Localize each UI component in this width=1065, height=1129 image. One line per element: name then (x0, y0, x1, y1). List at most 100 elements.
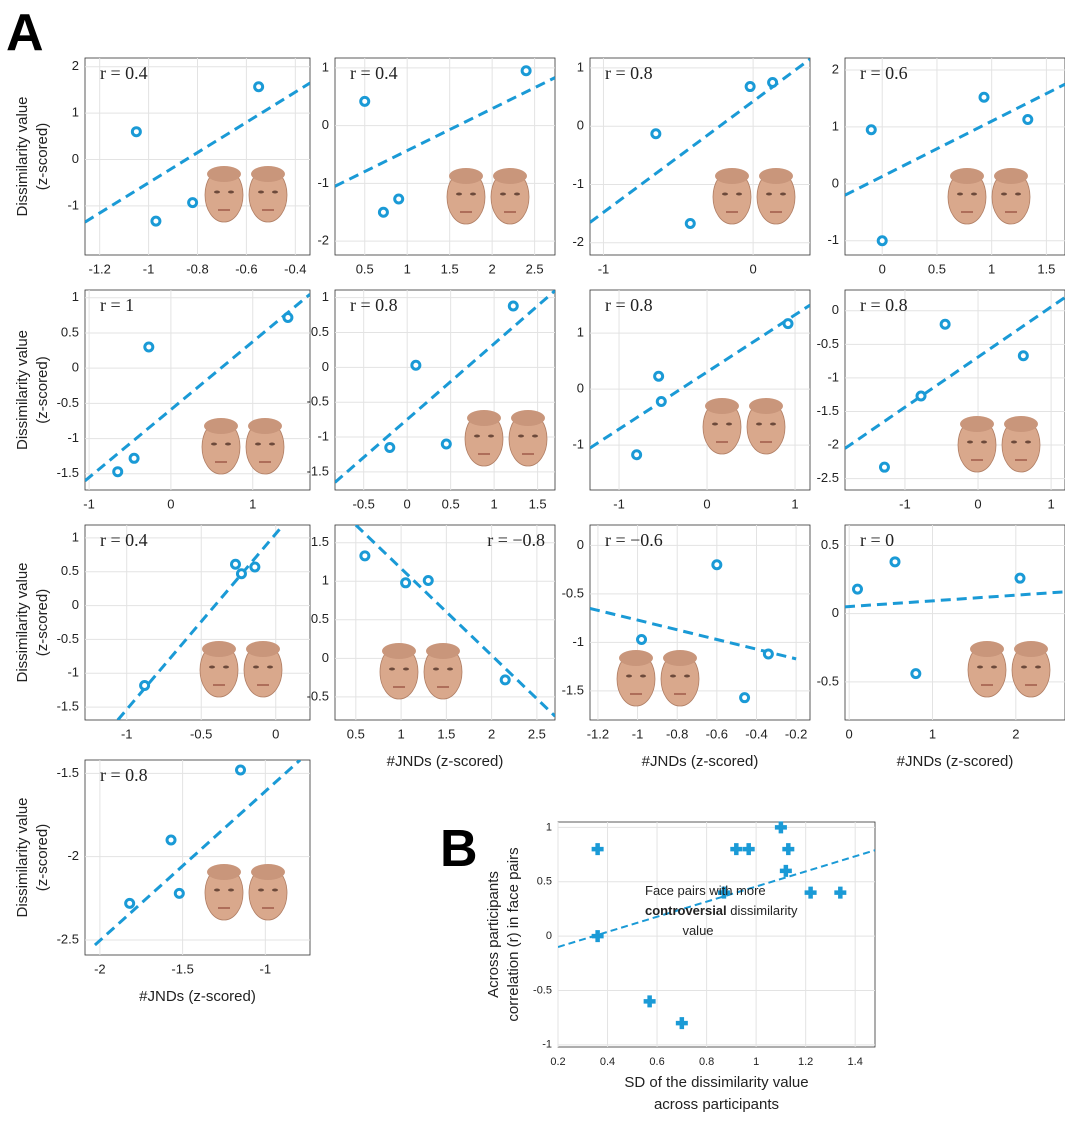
y-tick-label: 0.5 (61, 324, 79, 339)
fit-line (590, 303, 810, 450)
face-eye (253, 665, 259, 669)
point (653, 370, 665, 382)
face-eye (518, 434, 524, 438)
x-tick-label: -0.4 (284, 261, 306, 276)
y-tick-label: -1 (317, 428, 329, 443)
face-hair (426, 643, 460, 659)
x-tick-label: 0 (974, 496, 981, 511)
face-hair (511, 410, 545, 426)
y-tick-label: 0.5 (61, 563, 79, 578)
x-tick-label: 0.5 (347, 726, 365, 741)
face-eye (670, 674, 676, 678)
face-eye (500, 192, 506, 196)
fit-line (116, 525, 285, 720)
y-tick-label: 2 (72, 58, 79, 73)
y-axis-label: Dissimilarity value (14, 96, 31, 216)
y-axis-label: (z-scored) (34, 824, 51, 892)
x-axis-label: #JNDs (z-scored) (642, 753, 759, 770)
point (782, 318, 794, 330)
r-label: r = −0.8 (487, 530, 545, 550)
y-tick-label: -1.5 (57, 765, 79, 780)
point (878, 461, 890, 473)
face-eye (209, 665, 215, 669)
face-eye (991, 665, 997, 669)
x-tick-label: 1 (491, 496, 498, 511)
x-tick-label: -0.5 (190, 726, 212, 741)
y-tick-label: -1 (827, 232, 839, 247)
fit-line (85, 293, 310, 482)
point (684, 218, 696, 230)
y-tick-label: 0 (577, 118, 584, 133)
y-tick-label: -1.5 (817, 403, 839, 418)
x-tick-label: 1.5 (437, 726, 455, 741)
point (282, 311, 294, 323)
face-eye (255, 442, 261, 446)
point (235, 568, 247, 580)
x-axis-label: SD of the dissimilarity value (624, 1074, 808, 1091)
face-eye (214, 190, 220, 194)
x-tick-label: 2 (1012, 726, 1019, 741)
x-tick-label: 2 (488, 726, 495, 741)
face-eye (456, 192, 462, 196)
point (779, 864, 792, 877)
annotation: Face pairs with more (645, 883, 766, 898)
y-tick-label: -1.5 (562, 682, 584, 697)
face-eye (474, 434, 480, 438)
y-tick-label: -0.5 (307, 394, 329, 409)
point (782, 843, 795, 856)
face-hair (467, 410, 501, 426)
point (229, 558, 241, 570)
y-tick-label: 0 (832, 605, 839, 620)
x-tick-label: 0.8 (699, 1056, 714, 1068)
face-eye (780, 192, 786, 196)
point (717, 886, 730, 899)
x-tick-label: 0 (879, 261, 886, 276)
point (767, 76, 779, 88)
y-tick-label: 0 (322, 359, 329, 374)
point (804, 886, 817, 899)
face-hair (204, 418, 238, 434)
x-tick-label: 1.2 (798, 1056, 813, 1068)
point (112, 466, 124, 478)
face-eye (770, 422, 776, 426)
y-tick-label: -2.5 (57, 931, 79, 946)
fit-line (85, 81, 310, 224)
face-eye (272, 190, 278, 194)
face-eye (258, 190, 264, 194)
face-eye (971, 192, 977, 196)
y-axis-label: Dissimilarity value (14, 330, 31, 450)
y-tick-label: -0.5 (533, 984, 552, 996)
plot-area (589, 289, 811, 491)
face-eye (640, 674, 646, 678)
y-tick-label: -1.5 (307, 463, 329, 478)
y-axis-label: correlation (r) in face pairs (505, 847, 522, 1021)
point (499, 674, 511, 686)
y-tick-label: 0 (72, 597, 79, 612)
face-hair (960, 416, 994, 432)
x-tick-label: 1 (1047, 496, 1054, 511)
face-hair (759, 168, 793, 184)
face-eye (957, 192, 963, 196)
plot-area (334, 57, 556, 256)
point (675, 1017, 688, 1030)
face-eye (389, 667, 395, 671)
x-tick-label: 0.4 (600, 1056, 615, 1068)
face-eye (488, 434, 494, 438)
y-tick-label: 0.5 (311, 324, 329, 339)
point (253, 81, 265, 93)
x-tick-label: 2 (489, 261, 496, 276)
point (130, 126, 142, 138)
x-tick-label: 0 (404, 496, 411, 511)
fit-line (335, 290, 555, 484)
point (1014, 572, 1026, 584)
annotation: dissimilarity (727, 903, 798, 918)
x-tick-label: -2 (94, 961, 106, 976)
x-tick-label: 0 (272, 726, 279, 741)
y-tick-label: 0.5 (537, 876, 552, 888)
r-label: r = −0.6 (605, 530, 663, 550)
x-tick-label: 2.5 (526, 261, 544, 276)
fit-line (93, 760, 302, 947)
x-tick-label: 0.5 (356, 261, 374, 276)
r-label: r = 0.4 (100, 63, 148, 83)
point (400, 577, 412, 589)
